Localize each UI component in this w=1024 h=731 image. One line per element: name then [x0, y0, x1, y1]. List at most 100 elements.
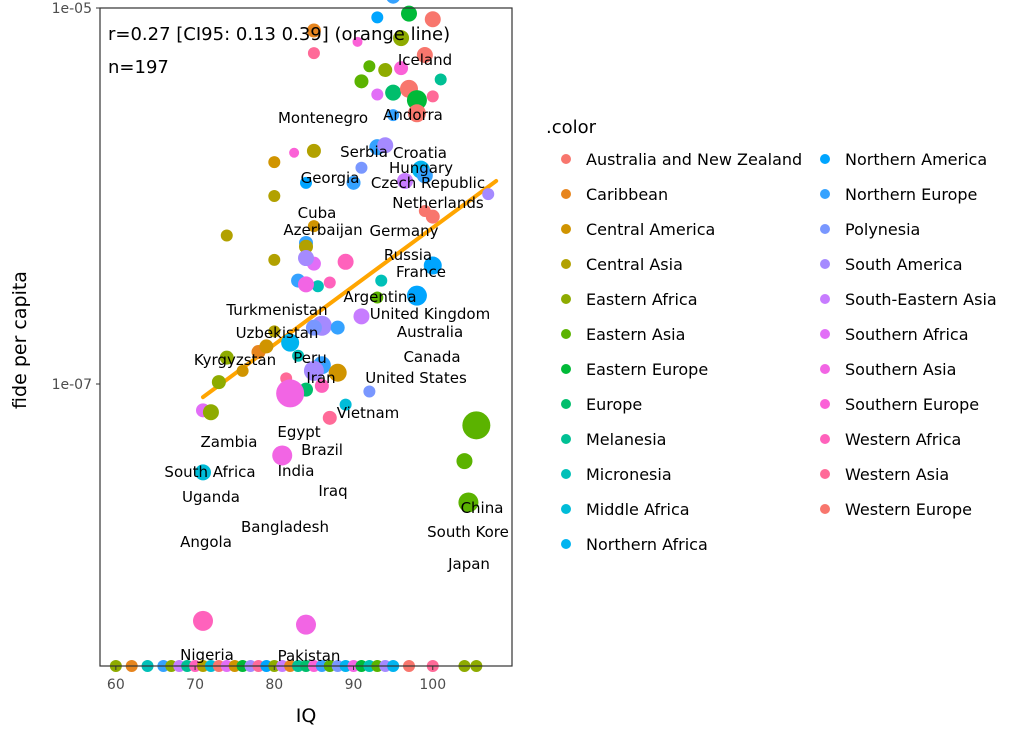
legend-label: Western Asia	[845, 465, 949, 484]
legend-item-eastern-europe: Eastern Europe	[561, 360, 708, 379]
data-point	[354, 74, 369, 89]
legend-label: Australia and New Zealand	[586, 150, 802, 169]
point-label-egypt: Egypt	[277, 423, 320, 441]
data-point	[426, 90, 439, 103]
axes: 60 70 80 90 100 1e-05 1e-07	[52, 1, 513, 693]
data-point	[434, 73, 447, 86]
data-point	[314, 378, 329, 393]
data-point-uzbekistan	[299, 239, 313, 254]
point-label-peru: Peru	[293, 349, 326, 367]
legend-swatch	[820, 469, 830, 479]
data-point	[371, 291, 384, 304]
data-point	[311, 280, 324, 293]
legend-item-middle-africa: Middle Africa	[561, 500, 690, 519]
legend-swatch	[561, 224, 571, 234]
point-label-australia: Australia	[397, 323, 463, 341]
legend-swatch	[561, 399, 571, 409]
data-point	[289, 147, 300, 158]
legend-item-southern-africa: Southern Africa	[820, 325, 969, 344]
data-point-egypt	[281, 333, 300, 352]
data-point	[323, 276, 336, 289]
data-point	[397, 172, 414, 189]
point-label-pakistan: Pakistan	[278, 647, 341, 665]
data-point-united-states	[406, 285, 427, 306]
data-point-kyrgyzstan	[268, 253, 281, 266]
data-point-azerbaijan	[307, 47, 320, 60]
n-annotation: n=197	[108, 57, 169, 78]
data-point	[346, 175, 361, 190]
legend-item-south-eastern-asia: South-Eastern Asia	[820, 290, 997, 309]
annotations: r=0.27 [CI95: 0.13 0.39] (orange line) n…	[108, 24, 450, 78]
legend-item-western-asia: Western Asia	[820, 465, 949, 484]
legend-swatch	[820, 364, 830, 374]
legend-swatch	[820, 154, 830, 164]
point-label-turkmenistan: Turkmenistan	[225, 301, 327, 319]
y-axis-title: fide per capita	[9, 271, 31, 409]
legend-item-western-africa: Western Africa	[820, 430, 961, 449]
point-label-canada: Canada	[403, 348, 460, 366]
point-label-russia: Russia	[384, 246, 432, 264]
trend-layer	[201, 178, 499, 400]
data-point	[300, 176, 312, 189]
legend-item-melanesia: Melanesia	[561, 430, 666, 449]
data-point	[387, 109, 400, 122]
data-point-south-kore	[456, 453, 473, 470]
legend-swatch	[561, 329, 571, 339]
legend-item-europe: Europe	[561, 395, 642, 414]
legend-label: Northern Africa	[586, 535, 708, 554]
data-point-iraq	[322, 410, 337, 425]
data-point	[385, 84, 402, 101]
legend-item-polynesia: Polynesia	[820, 220, 920, 239]
legend-swatch	[820, 434, 830, 444]
data-point	[363, 60, 376, 73]
legend-label: South-Eastern Asia	[845, 290, 997, 309]
data-point	[307, 220, 320, 233]
legend-item-central-america: Central America	[561, 220, 715, 239]
data-point	[339, 398, 352, 411]
trend-line	[201, 178, 499, 400]
data-point-brazil	[303, 360, 324, 381]
data-point-india	[276, 379, 305, 408]
legend-swatch	[561, 469, 571, 479]
data-point-pakistan	[296, 614, 316, 635]
legend-item-northern-america: Northern America	[820, 150, 987, 169]
legend-item-southern-asia: Southern Asia	[820, 360, 956, 379]
data-point-netherlands	[416, 47, 433, 63]
point-label-germany: Germany	[370, 222, 439, 240]
legend-label: Eastern Asia	[586, 325, 685, 344]
legend-item-northern-africa: Northern Africa	[561, 535, 708, 554]
point-label-france: France	[396, 263, 446, 281]
correlation-annotation: r=0.27 [CI95: 0.13 0.39] (orange line)	[108, 24, 450, 45]
data-point	[337, 253, 354, 270]
data-point-vietnam	[353, 308, 370, 325]
point-label-kyrgyzstan: Kyrgyzstan	[194, 351, 276, 369]
point-label-cuba: Cuba	[298, 204, 337, 222]
legend-item-northern-europe: Northern Europe	[820, 185, 977, 204]
legend-label: Northern Europe	[845, 185, 977, 204]
legend-label: Southern Asia	[845, 360, 956, 379]
point-label-zambia: Zambia	[201, 433, 258, 451]
point-label-china: China	[461, 499, 504, 517]
y-tick-label: 1e-05	[52, 1, 92, 17]
legend-label: Micronesia	[586, 465, 672, 484]
data-point	[375, 274, 388, 287]
plot-panel	[100, 8, 512, 666]
data-point-nigeria	[193, 610, 213, 631]
point-labels-layer: Iceland Montenegro Andorra Serbia CroatiaHun…	[164, 51, 508, 665]
legend-label: Southern Europe	[845, 395, 979, 414]
legend-swatch	[561, 294, 571, 304]
point-label-azerbaijan: Azerbaijan	[283, 221, 362, 239]
data-point-russia	[406, 90, 427, 111]
legend-label: Western Europe	[845, 500, 972, 519]
data-point-czech-republic	[401, 5, 417, 22]
panel-border	[99, 7, 513, 667]
point-label-serbia: Serbia	[340, 143, 388, 161]
legend-label: Eastern Africa	[586, 290, 698, 309]
point-label-montenegro: Montenegro	[278, 109, 368, 127]
data-point	[328, 363, 347, 382]
data-point	[363, 385, 376, 398]
legend-swatch	[820, 504, 830, 514]
data-point-argentina	[377, 137, 394, 154]
data-point-uganda	[202, 404, 219, 421]
